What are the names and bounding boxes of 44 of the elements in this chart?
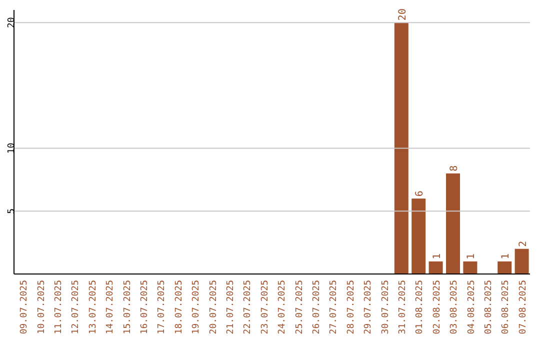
data-label: 1 — [466, 253, 478, 260]
x-tick-label: 02.08.2025 — [432, 280, 442, 334]
x-tick-label: 20.07.2025 — [208, 280, 219, 334]
x-tick-label: 03.08.2025 — [450, 280, 460, 334]
bar — [463, 261, 478, 274]
x-tick-label: 28.07.2025 — [346, 280, 356, 334]
x-tick-label: 16.07.2025 — [140, 280, 150, 334]
x-tick-label: 29.07.2025 — [364, 280, 374, 334]
x-tick-label: 11.07.2025 — [54, 280, 64, 334]
x-tick-label: 21.07.2025 — [226, 280, 236, 334]
data-label: 1 — [500, 253, 512, 260]
x-tick-label: 17.07.2025 — [157, 280, 168, 334]
x-tick-label: 23.07.2025 — [260, 280, 270, 334]
x-tick-label: 13.07.2025 — [88, 280, 98, 334]
bar — [412, 198, 426, 274]
x-tick-label: 01.08.2025 — [415, 280, 426, 334]
x-tick-label: 24.07.2025 — [278, 280, 288, 334]
x-tick-label: 19.07.2025 — [192, 280, 202, 334]
x-tick-label: 04.08.2025 — [466, 280, 477, 334]
x-tick-label: 26.07.2025 — [312, 280, 322, 334]
x-tick-label: 10.07.2025 — [36, 280, 47, 334]
data-label: 2 — [518, 240, 529, 247]
bar — [514, 248, 529, 274]
x-tick-label: 15.07.2025 — [122, 280, 133, 334]
data-label: 6 — [414, 190, 426, 197]
x-tick-label: 30.07.2025 — [380, 280, 391, 334]
data-label: 20 — [397, 8, 408, 21]
x-tick-label: 12.07.2025 — [71, 280, 82, 334]
bar — [498, 261, 512, 274]
bar — [446, 173, 460, 274]
x-tick-label: 06.08.2025 — [501, 280, 512, 334]
x-tick-label: 18.07.2025 — [174, 280, 184, 334]
bar — [394, 22, 408, 274]
data-label: 8 — [449, 165, 460, 172]
x-tick-label: 09.07.2025 — [20, 280, 30, 334]
x-tick-label: 22.07.2025 — [243, 280, 254, 334]
x-tick-label: 25.07.2025 — [294, 280, 305, 334]
bar — [428, 261, 443, 274]
x-tick-label: 31.07.2025 — [398, 280, 408, 334]
x-tick-label: 27.07.2025 — [329, 280, 340, 334]
x-tick-label: 14.07.2025 — [106, 280, 116, 334]
x-tick-label: 05.08.2025 — [484, 280, 494, 334]
data-label: 1 — [432, 253, 443, 260]
x-tick-label: 07.08.2025 — [518, 280, 528, 334]
